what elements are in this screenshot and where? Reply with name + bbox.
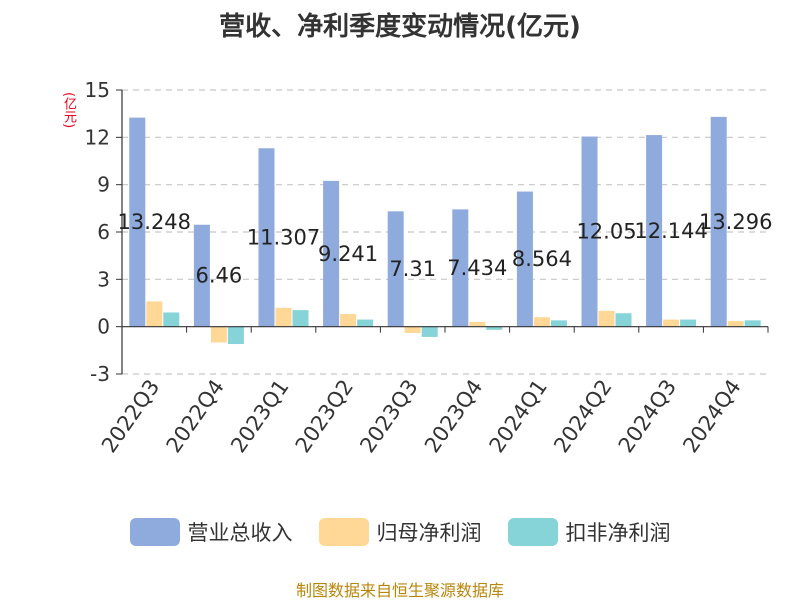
- data-label: 12.05: [576, 220, 636, 244]
- bar-net-profit: [146, 301, 163, 327]
- bar-net-profit: [275, 307, 292, 327]
- bar-deducted-profit: [227, 326, 244, 345]
- bar-net-profit: [533, 317, 550, 327]
- x-category-label: 2023Q4: [420, 375, 487, 457]
- x-category-label: 2024Q4: [678, 375, 745, 457]
- bar-net-profit: [340, 314, 357, 327]
- data-source-note: 制图数据来自恒生聚源数据库: [295, 581, 504, 600]
- bar-revenue: [646, 135, 663, 327]
- chart-title: 营收、净利季度变动情况(亿元): [219, 12, 581, 42]
- data-label: 7.31: [389, 257, 436, 281]
- data-label: 13.248: [118, 210, 191, 234]
- y-tick-label: 6: [97, 220, 110, 244]
- y-tick-label: 0: [97, 315, 110, 339]
- x-category-label: 2024Q2: [549, 375, 616, 457]
- x-category-label: 2023Q1: [226, 375, 293, 457]
- bar-net-profit: [404, 326, 421, 333]
- bar-net-profit: [210, 326, 227, 343]
- x-category-label: 2023Q2: [291, 375, 358, 457]
- bar-deducted-profit: [550, 320, 567, 327]
- bar-revenue: [581, 136, 598, 327]
- legend-label-revenue: 营业总收入: [187, 521, 293, 545]
- legend-item-revenue[interactable]: 营业总收入: [129, 517, 293, 547]
- x-category-label: 2023Q3: [355, 375, 422, 457]
- legend-swatch-net-profit: [318, 518, 369, 546]
- data-label: 9.241: [318, 242, 378, 266]
- y-axis-unit-label: (亿元): [61, 92, 76, 129]
- x-category-label: 2022Q4: [162, 375, 229, 457]
- bar-deducted-profit: [486, 326, 503, 330]
- data-label: 12.144: [634, 219, 707, 243]
- y-tick-label: -3: [90, 362, 110, 386]
- bar-net-profit: [598, 310, 615, 327]
- bar-deducted-profit: [680, 319, 697, 327]
- y-tick-label: 3: [97, 267, 110, 291]
- data-label: 11.307: [247, 225, 320, 249]
- bar-revenue: [193, 224, 210, 327]
- y-tick-label: 15: [85, 78, 110, 102]
- bar-deducted-profit: [292, 310, 309, 327]
- legend-item-deducted-profit[interactable]: 扣非净利润: [507, 517, 671, 547]
- data-label: 6.46: [196, 264, 243, 288]
- data-label: 7.434: [447, 256, 507, 280]
- bar-net-profit: [663, 319, 680, 327]
- bar-net-profit: [727, 321, 744, 327]
- bar-revenue: [387, 211, 404, 327]
- x-category-label: 2024Q3: [614, 375, 681, 457]
- y-tick-label: 12: [85, 125, 110, 149]
- bar-deducted-profit: [744, 320, 761, 327]
- chart-legend: 营业总收入 归母净利润 扣非净利润: [0, 517, 800, 547]
- bar-revenue: [323, 180, 340, 327]
- bar-deducted-profit: [421, 326, 438, 337]
- legend-swatch-deducted-profit: [507, 518, 558, 546]
- data-label: 13.296: [699, 210, 772, 234]
- y-tick-label: 9: [97, 173, 110, 197]
- legend-label-deducted-profit: 扣非净利润: [565, 521, 671, 545]
- legend-label-net-profit: 归母净利润: [376, 521, 482, 545]
- bar-revenue: [258, 148, 275, 327]
- legend-swatch-revenue: [129, 518, 180, 546]
- x-category-label: 2024Q1: [485, 375, 552, 457]
- bar-net-profit: [469, 321, 486, 327]
- legend-item-net-profit[interactable]: 归母净利润: [318, 517, 482, 547]
- x-category-label: 2022Q3: [97, 375, 164, 457]
- bar-revenue: [710, 116, 727, 327]
- bar-revenue: [452, 209, 469, 327]
- bar-revenue: [516, 191, 533, 327]
- data-label: 8.564: [512, 247, 572, 271]
- bar-revenue: [129, 117, 146, 327]
- bar-deducted-profit: [615, 313, 632, 327]
- bar-deducted-profit: [357, 319, 374, 327]
- bar-deducted-profit: [163, 312, 180, 327]
